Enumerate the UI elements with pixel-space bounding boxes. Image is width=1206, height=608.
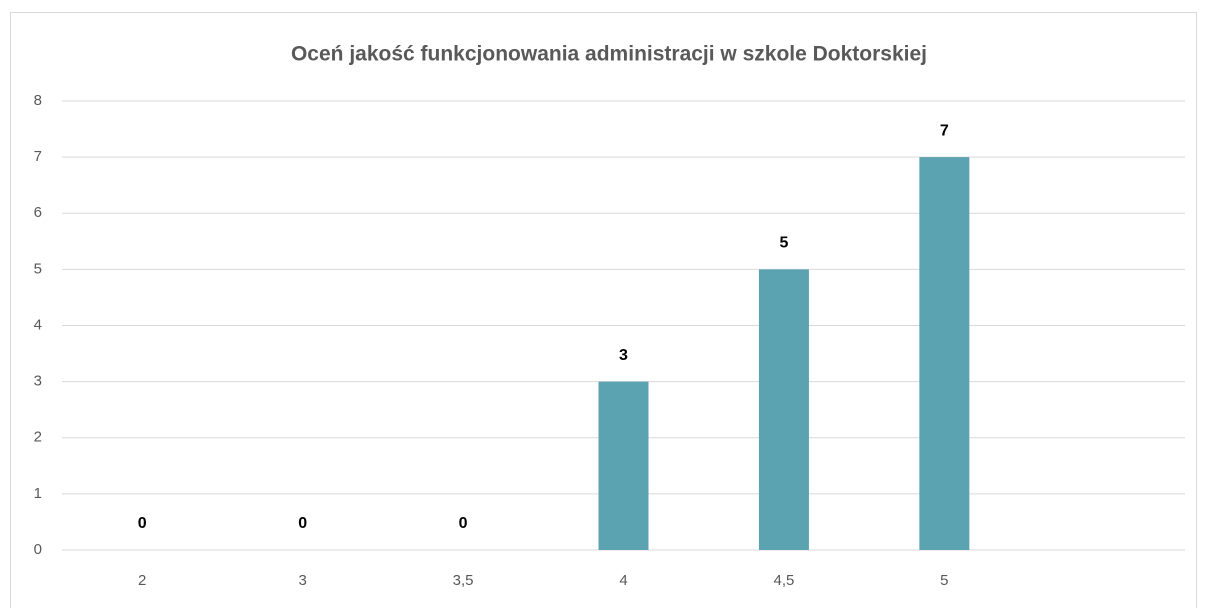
- x-tick-label: 3,5: [453, 572, 474, 589]
- y-tick-label: 2: [34, 429, 42, 446]
- value-label: 5: [779, 235, 788, 252]
- y-tick-label: 1: [34, 485, 42, 502]
- value-label: 0: [138, 515, 147, 532]
- y-tick-label: 7: [34, 148, 42, 165]
- value-label: 3: [619, 347, 628, 364]
- value-label: 0: [459, 515, 468, 532]
- bar: [598, 381, 649, 550]
- y-tick-label: 4: [34, 316, 42, 333]
- x-tick-label: 5: [940, 572, 948, 589]
- y-tick-label: 5: [34, 260, 42, 277]
- x-tick-label: 2: [138, 572, 146, 589]
- y-tick-label: 8: [34, 92, 42, 109]
- bar: [758, 269, 809, 550]
- value-label: 0: [298, 515, 307, 532]
- x-tick-label: 4: [619, 572, 627, 589]
- x-tick-label: 3: [298, 572, 306, 589]
- x-tick-label: 4,5: [773, 572, 794, 589]
- value-label: 7: [940, 122, 949, 139]
- chart-title: Oceń jakość funkcjonowania administracji…: [291, 43, 927, 66]
- bar: [919, 157, 970, 550]
- y-tick-label: 6: [34, 204, 42, 221]
- y-tick-label: 3: [34, 373, 42, 390]
- y-tick-label: 0: [34, 541, 42, 558]
